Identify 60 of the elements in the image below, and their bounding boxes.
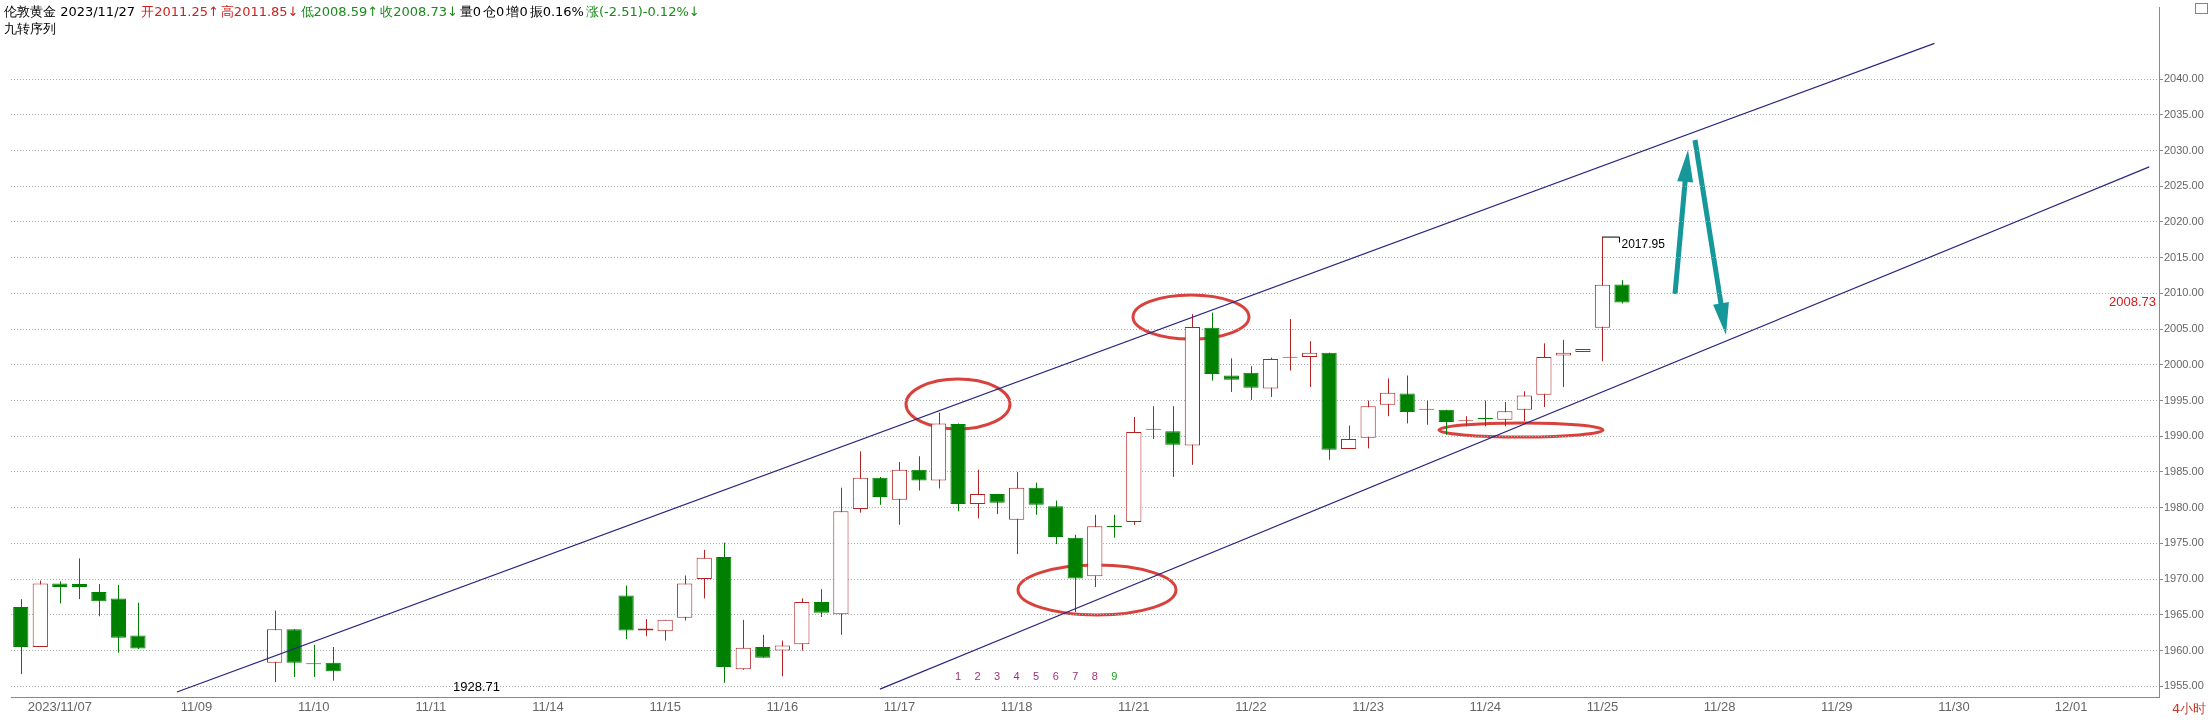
annotation: 低2008.59↑ <box>300 4 379 19</box>
y-tick-label: 1990.00 <box>2164 429 2204 442</box>
annotation: 1928.71 <box>453 678 500 694</box>
annotation: 2008.73 <box>2109 294 2156 310</box>
annotation: 2017.95 <box>1621 236 1666 251</box>
x-tick-label: 11/15 <box>649 699 681 715</box>
x-tick-label: 11/14 <box>532 699 564 715</box>
x-tick-label: 11/22 <box>1235 699 1267 715</box>
x-tick-label: 11/17 <box>883 699 916 715</box>
x-tick-label: 12/01 <box>2054 699 2088 715</box>
x-tick-label: 11/29 <box>1821 699 1853 715</box>
x-tick-label: 11/18 <box>1000 699 1033 715</box>
x-tick-label: 11/24 <box>1469 699 1502 715</box>
x-tick-label: 11/28 <box>1703 699 1736 715</box>
y-tick-label: 2040.00 <box>2164 72 2204 85</box>
y-tick-label: 2010.00 <box>2164 286 2204 299</box>
y-tick-label: 1995.00 <box>2164 393 2204 406</box>
annotation: 量0 <box>459 4 482 19</box>
x-tick-label: 11/23 <box>1352 699 1384 715</box>
y-tick-label: 2030.00 <box>2164 143 2204 156</box>
annotation: 8 <box>1091 670 1098 683</box>
annotation: 高2011.85↓ <box>220 4 299 19</box>
text: 4小时 <box>2172 700 2207 718</box>
x-tick-label: 11/11 <box>415 699 447 715</box>
annotation: 3 <box>994 670 1001 683</box>
y-tick-label: 2025.00 <box>2164 179 2204 192</box>
y-tick-label: 2020.00 <box>2164 214 2204 227</box>
x-tick-label: 11/25 <box>1586 699 1619 715</box>
y-tick-label: 1965.00 <box>2164 607 2204 620</box>
annotation: 仓0 <box>483 4 505 19</box>
y-tick-label: 2035.00 <box>2164 107 2204 120</box>
annotation: 2 <box>974 670 981 683</box>
x-tick-label: 11/30 <box>1938 699 1970 715</box>
y-tick-label: 1980.00 <box>2164 500 2204 513</box>
y-tick-label: 2015.00 <box>2164 250 2204 263</box>
text: 九转序列 <box>4 20 56 38</box>
annotation: 4 <box>1013 670 1020 683</box>
x-tick-label: 11/21 <box>1118 699 1150 715</box>
annotation: 7 <box>1072 670 1079 683</box>
x-tick-label: 2023/11/07 <box>27 699 92 715</box>
annotation: 9 <box>1111 670 1118 683</box>
annotation: 6 <box>1052 670 1059 683</box>
y-tick-label: 1955.00 <box>2164 679 2204 692</box>
y-tick-label: 1975.00 <box>2164 536 2204 549</box>
y-tick-label: 1960.00 <box>2164 643 2204 656</box>
x-tick-label: 11/16 <box>766 699 799 715</box>
x-tick-label: 11/10 <box>297 699 330 715</box>
x-tick-label: 11/09 <box>180 699 213 715</box>
y-tick-label: 2000.00 <box>2164 357 2204 370</box>
annotation: 5 <box>1033 670 1040 683</box>
y-tick-label: 1970.00 <box>2164 572 2204 585</box>
annotation: 涨(-2.51)-0.12%↓ <box>585 4 700 19</box>
y-tick-label: 1985.00 <box>2164 464 2204 477</box>
annotation: 开2011.25↑ <box>141 4 219 19</box>
y-tick-label: 2005.00 <box>2164 322 2204 335</box>
annotation: 1 <box>955 670 962 683</box>
annotation: 收2008.73↓ <box>380 4 458 19</box>
annotation: 振0.16% <box>529 4 584 19</box>
chart-title: 伦敦黄金 2023/11/27 <box>4 4 137 19</box>
annotation: 增0 <box>506 4 528 19</box>
